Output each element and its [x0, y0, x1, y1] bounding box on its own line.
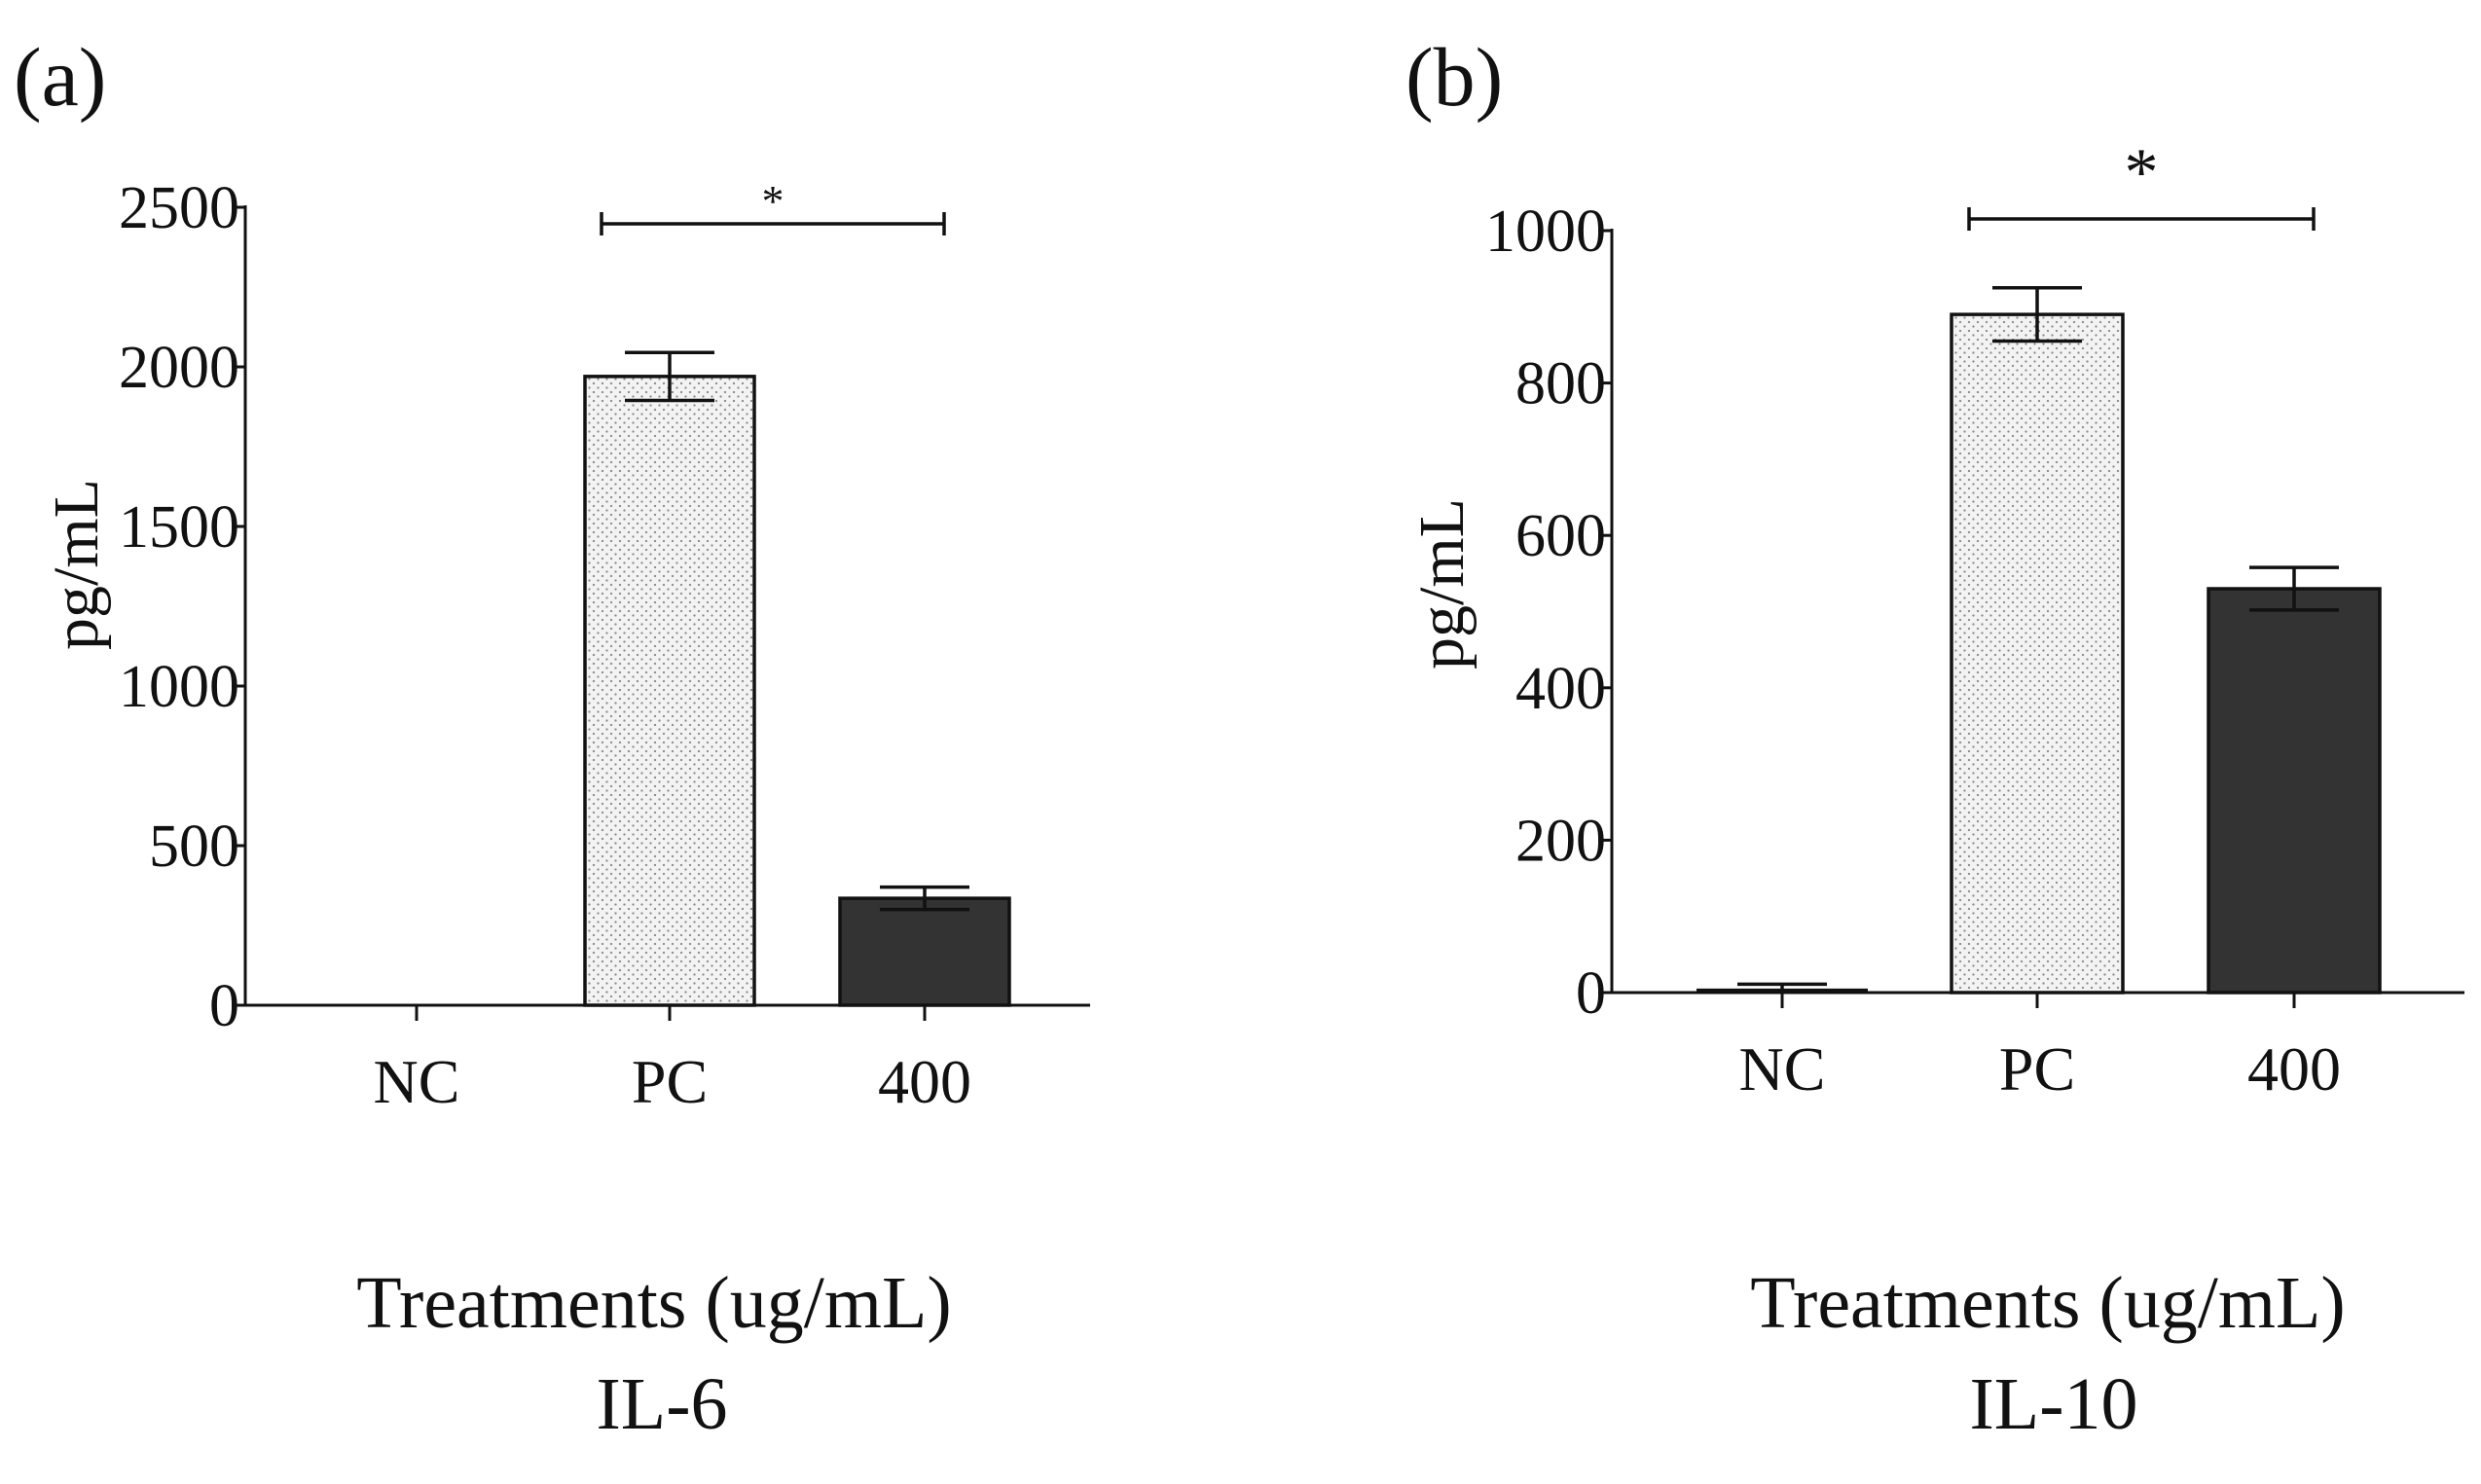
panel-a-y-tick-label: 500: [149, 814, 239, 880]
panel-b-x-tick-label: PC: [1999, 1034, 2075, 1104]
panel-a-y-tick-label: 1500: [119, 494, 239, 561]
panel-a-x-tick-label: NC: [374, 1047, 460, 1116]
panel-b-x-tick-label: 400: [2247, 1034, 2341, 1104]
panel-a-label: (a): [14, 30, 106, 124]
panel-b-bar-pc: [1950, 312, 2125, 995]
panel-a-y-tick-label: 2500: [119, 175, 239, 241]
panel-b-y-tick-label: 0: [1576, 960, 1606, 1027]
panel-a-bar-400: [838, 896, 1011, 1007]
panel-a-plot: 0 500 1000 1500 2000 2500 NC PC 400 *: [119, 175, 1090, 1116]
panel-b-label: (b): [1405, 30, 1503, 124]
panel-b-y-tick-label: 800: [1515, 351, 1606, 417]
panel-a-y-axis-label: pg/mL: [41, 479, 112, 650]
panel-a-title: IL-6: [596, 1363, 727, 1445]
panel-b-plot: 0 200 400 600 800 1000 NC PC 400 *: [1485, 135, 2464, 1104]
panel-b-x-axis-label: Treatments (ug/mL): [1750, 1262, 2345, 1344]
panel-b-y-axis-label: pg/mL: [1406, 498, 1478, 670]
panel-a: (a) pg/mL 0 500 1000 1500 2000 2500 NC PC 400 * T…: [14, 30, 1090, 1445]
panel-b-y-tick-label: 1000: [1485, 199, 1606, 265]
panel-b-significance-star: *: [2125, 135, 2159, 210]
panel-a-y-tick-label: 0: [209, 973, 239, 1039]
panel-a-significance-star: *: [762, 176, 784, 226]
panel-a-x-tick-label: PC: [632, 1047, 708, 1116]
panel-b: (b) pg/mL 0 200 400 600 800 1000 NC PC 400 * Trea…: [1405, 30, 2464, 1445]
panel-b-y-tick-label: 600: [1515, 503, 1606, 569]
panel-a-x-axis-label: Treatments (ug/mL): [356, 1262, 951, 1344]
panel-b-bar-400: [2207, 587, 2382, 995]
panel-a-y-tick-label: 1000: [119, 654, 239, 720]
panel-b-title: IL-10: [1969, 1363, 2137, 1445]
panel-a-y-tick-label: 2000: [119, 335, 239, 401]
panel-a-bar-pc: [583, 375, 756, 1007]
panel-a-x-tick-label: 400: [878, 1047, 971, 1116]
panel-b-y-tick-label: 400: [1515, 656, 1606, 722]
panel-b-x-tick-label: NC: [1739, 1034, 1826, 1104]
panel-b-y-tick-label: 200: [1515, 808, 1606, 874]
